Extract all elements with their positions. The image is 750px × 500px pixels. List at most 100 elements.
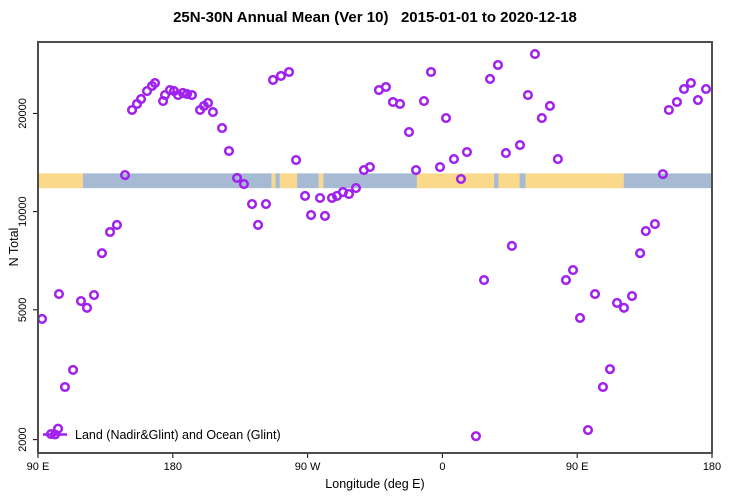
data-point	[529, 49, 541, 60]
data-point	[560, 274, 572, 286]
map-band-segment-land	[416, 173, 495, 189]
data-point	[96, 248, 108, 259]
data-point	[544, 100, 555, 112]
map-band-segment-ocean	[519, 173, 526, 189]
data-point	[589, 288, 601, 300]
data-point	[403, 126, 415, 138]
data-point	[522, 90, 533, 101]
data-point	[75, 295, 87, 307]
y-tick-label: 10000	[17, 196, 29, 227]
data-point	[618, 302, 629, 313]
data-point	[53, 288, 65, 300]
data-point	[440, 112, 452, 124]
data-point	[291, 155, 302, 166]
data-point	[223, 145, 235, 157]
x-tick-label: 180	[164, 461, 182, 473]
data-point	[461, 146, 473, 158]
data-point	[434, 161, 446, 173]
data-point	[574, 312, 586, 324]
data-point	[700, 83, 712, 95]
data-point	[202, 97, 214, 109]
data-point	[582, 425, 594, 436]
data-point	[358, 165, 369, 176]
x-axis-label: Longitude (deg E)	[325, 477, 425, 491]
data-point	[260, 198, 272, 210]
data-point	[159, 90, 171, 101]
data-point	[283, 66, 295, 78]
data-point	[275, 70, 286, 82]
plot-border	[37, 41, 713, 454]
y-tick-label: 20000	[17, 98, 29, 129]
data-point	[418, 95, 430, 107]
y-tick-label: 2000	[17, 427, 29, 451]
data-point	[119, 170, 131, 181]
data-point	[81, 302, 93, 313]
x-tick-label: 90 E	[27, 461, 50, 473]
legend-point-symbol	[49, 429, 61, 440]
data-point	[500, 147, 511, 159]
map-band-segment-land	[279, 173, 298, 189]
data-point	[36, 313, 48, 324]
data-point	[678, 83, 690, 95]
data-point	[663, 104, 674, 116]
map-band-segment-ocean	[275, 173, 280, 189]
x-tick-label: 90 W	[295, 461, 321, 473]
data-point	[232, 172, 243, 184]
x-tick-label: 180	[703, 461, 721, 473]
map-band-segment-ocean	[297, 173, 319, 189]
data-point	[671, 96, 683, 108]
data-point	[350, 183, 362, 194]
data-point	[514, 139, 526, 151]
data-point	[104, 226, 116, 238]
data-point	[380, 81, 391, 93]
map-band-segment-land	[525, 173, 624, 189]
data-point	[127, 104, 138, 116]
y-tick-label: 5000	[17, 298, 29, 322]
data-point	[141, 86, 153, 97]
data-point	[536, 112, 547, 124]
data-point	[649, 219, 660, 230]
data-point	[181, 88, 193, 100]
data-point	[604, 364, 616, 375]
data-point	[319, 210, 331, 221]
data-point	[246, 198, 258, 210]
data-point	[506, 240, 517, 251]
data-point	[186, 90, 198, 101]
data-point	[238, 178, 249, 190]
data-point	[657, 169, 668, 180]
data-point	[135, 93, 147, 105]
data-point	[478, 274, 490, 286]
data-point	[88, 289, 100, 301]
data-point	[217, 123, 228, 134]
x-tick-label: 90 E	[566, 461, 589, 473]
y-axis-label: N Total	[7, 227, 21, 267]
data-point	[552, 154, 563, 165]
data-point	[172, 90, 184, 101]
map-band-segment-land	[38, 173, 83, 189]
data-point	[640, 225, 651, 237]
map-band-segment-ocean	[623, 173, 712, 189]
data-point	[626, 291, 638, 302]
data-point	[492, 59, 504, 71]
map-band-segment-ocean	[82, 173, 272, 189]
data-point	[207, 107, 218, 118]
map-band-segment-ocean	[323, 173, 417, 189]
data-point	[394, 98, 406, 110]
data-point	[149, 77, 161, 89]
map-band-segment-ocean	[494, 173, 499, 189]
data-point	[252, 219, 264, 231]
x-tick-label: 0	[439, 461, 445, 473]
data-point	[305, 210, 317, 221]
data-point	[611, 297, 623, 308]
data-point	[111, 219, 122, 231]
data-point	[425, 66, 437, 78]
data-point	[448, 154, 459, 165]
data-point	[470, 431, 482, 442]
map-band-segment-land	[498, 173, 520, 189]
data-point	[314, 192, 326, 204]
data-point	[326, 192, 338, 204]
data-point	[635, 248, 646, 259]
data-point	[455, 173, 467, 185]
